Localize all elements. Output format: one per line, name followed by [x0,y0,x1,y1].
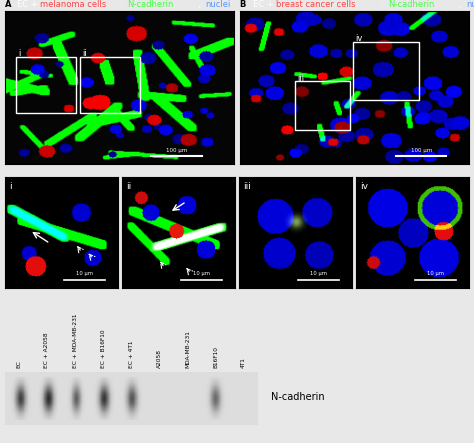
Text: A2058: A2058 [157,349,162,368]
Text: melanoma cells: melanoma cells [40,0,107,9]
Text: N-cadherin: N-cadherin [388,0,434,9]
Text: iv: iv [355,34,362,43]
Text: i: i [9,182,12,190]
Text: ii: ii [82,50,87,58]
Text: EC + B16F10: EC + B16F10 [100,330,106,368]
Text: A: A [5,0,14,9]
Text: EC +: EC + [253,0,276,9]
Text: N-cadherin: N-cadherin [127,0,173,9]
Text: EC + MDA-MB-231: EC + MDA-MB-231 [73,314,78,368]
Text: 10 μm: 10 μm [427,271,444,276]
Text: i: i [18,50,21,58]
Bar [295,82,350,130]
Text: nuclei: nuclei [205,0,230,9]
Text: B16F10: B16F10 [213,346,218,368]
Bar [80,57,140,113]
Text: B: B [240,0,250,9]
Text: iii: iii [298,74,305,83]
Text: EC + 4T1: EC + 4T1 [129,341,134,368]
Text: EC + A2058: EC + A2058 [45,333,49,368]
Text: 10 μm: 10 μm [193,271,210,276]
Text: :: : [381,0,386,9]
Text: N-cadherin: N-cadherin [271,392,324,402]
Text: iv: iv [360,182,368,190]
Text: 10 μm: 10 μm [310,271,327,276]
Text: 4T1: 4T1 [241,358,246,368]
Text: iii: iii [243,182,251,190]
Text: ii: ii [126,182,131,190]
Bar [16,57,76,113]
Text: EC: EC [16,361,21,368]
Text: 10 μm: 10 μm [76,271,93,276]
Text: breast cancer cells: breast cancer cells [276,0,356,9]
Text: ,: , [459,0,464,9]
Text: MDA-MB-231: MDA-MB-231 [185,330,190,368]
Bar [353,42,419,100]
Text: :: : [120,0,126,9]
Text: 100 μm: 100 μm [166,148,187,152]
Text: 100 μm: 100 μm [410,148,432,152]
Text: nuclei: nuclei [466,0,474,9]
Text: EC +: EC + [18,0,41,9]
Text: ,: , [198,0,203,9]
